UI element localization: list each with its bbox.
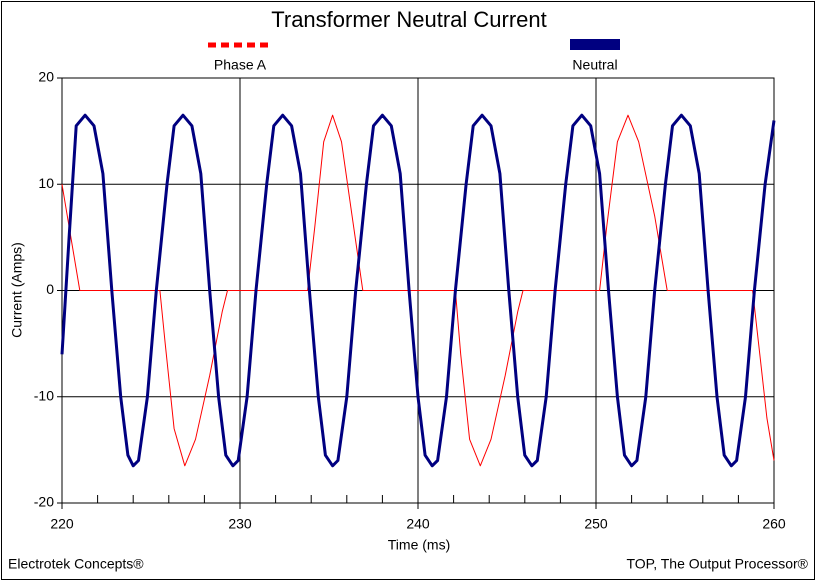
x-tick-label: 240: [406, 516, 430, 532]
legend-symbol: [570, 39, 620, 50]
y-tick-label: 0: [46, 281, 54, 297]
y-tick-label: -20: [34, 494, 54, 510]
legend-label: Phase A: [214, 57, 267, 73]
y-tick-label: 20: [38, 69, 54, 85]
legend-label: Neutral: [572, 57, 617, 73]
chart-title: Transformer Neutral Current: [271, 7, 546, 32]
y-tick-label: -10: [34, 387, 54, 403]
x-axis-title: Time (ms): [388, 537, 450, 553]
x-tick-label: 220: [50, 516, 74, 532]
footer-right: TOP, The Output Processor®: [626, 556, 808, 572]
footer-left: Electrotek Concepts®: [8, 556, 144, 572]
y-axis-title: Current (Amps): [9, 242, 25, 338]
x-tick-label: 260: [762, 516, 786, 532]
series-line: [60, 113, 776, 468]
y-tick-label: 10: [38, 175, 54, 191]
x-tick-label: 250: [584, 516, 608, 532]
x-tick-label: 230: [228, 516, 252, 532]
